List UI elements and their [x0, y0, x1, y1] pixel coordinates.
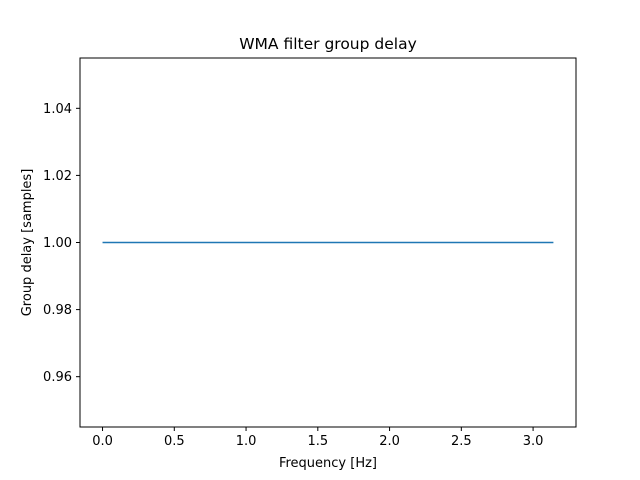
x-tick-label: 0.0 [92, 434, 113, 449]
x-tick-label: 1.5 [307, 434, 328, 449]
x-axis: 0.0 0.5 1.0 1.5 2.0 2.5 3.0 [92, 427, 543, 449]
y-axis: 0.96 0.98 1.00 1.02 1.04 [43, 102, 80, 385]
x-tick-label: 0.5 [164, 434, 185, 449]
y-tick-label: 0.96 [43, 370, 72, 385]
chart-title: WMA filter group delay [239, 35, 417, 53]
x-tick-label: 1.0 [236, 434, 257, 449]
x-tick-label: 3.0 [523, 434, 544, 449]
y-axis-label: Group delay [samples] [20, 169, 35, 317]
y-tick-label: 1.00 [43, 236, 72, 251]
x-tick-label: 2.0 [379, 434, 400, 449]
y-tick-label: 0.98 [43, 303, 72, 318]
x-axis-label: Frequency [Hz] [279, 456, 377, 471]
x-tick-label: 2.5 [451, 434, 472, 449]
y-tick-label: 1.04 [43, 102, 72, 117]
y-tick-label: 1.02 [43, 169, 72, 184]
plot-frame [79, 57, 577, 428]
